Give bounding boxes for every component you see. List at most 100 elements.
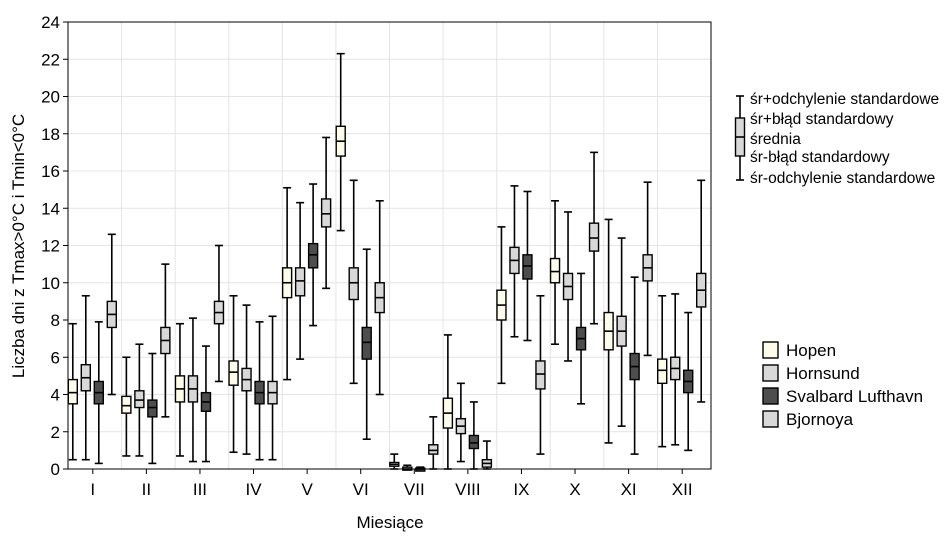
series-legend-swatch (762, 410, 779, 428)
box-bjornoya (267, 315, 278, 461)
box-hopen (335, 52, 346, 232)
y-tick-label: 14 (41, 199, 60, 218)
series-legend-label: Hornsund (786, 364, 860, 383)
se-box (228, 360, 239, 386)
box-svalbard-lufthavn (468, 401, 480, 470)
se-box (657, 358, 668, 385)
series-legend-label: Bjornoya (786, 410, 854, 429)
se-box (294, 267, 306, 297)
box-hornsund (187, 317, 199, 463)
se-box (348, 267, 359, 301)
se-box (535, 360, 546, 390)
box-bjornoya (588, 151, 600, 325)
box-hornsund (80, 294, 91, 461)
box-hornsund (348, 179, 359, 385)
box-hopen (657, 294, 668, 448)
y-tick-label: 12 (41, 237, 60, 256)
se-box (134, 390, 145, 409)
x-tick-label: X (569, 480, 580, 499)
x-tick-label: II (142, 480, 151, 499)
y-tick-label: 16 (41, 162, 60, 181)
box-legend-label: śr-odchylenie standardowe (750, 170, 935, 187)
box-series (67, 52, 707, 472)
x-tick-label: III (193, 480, 207, 499)
box-bjornoya (535, 294, 546, 455)
series-legend-label: Svalbard Lufthavn (786, 387, 923, 406)
box-hornsund (455, 382, 467, 463)
y-tick-label: 20 (41, 88, 60, 107)
box-hornsund (562, 211, 574, 362)
box-svalbard-lufthavn (147, 352, 158, 465)
box-legend-label: śr-błąd standardowy (750, 149, 890, 166)
se-box (361, 326, 372, 360)
box-hopen (496, 226, 507, 385)
y-tick-label: 4 (51, 386, 60, 405)
box-bjornoya (320, 136, 332, 290)
y-tick-label: 22 (41, 50, 60, 69)
x-tick-label: VII (404, 480, 425, 499)
y-tick-label: 6 (51, 348, 60, 367)
y-axis-label: Liczba dni z Tmax>0°C i Tmin<0°C (9, 114, 28, 378)
box-hopen (281, 186, 293, 381)
box-svalbard-lufthavn (200, 345, 212, 463)
se-box (67, 378, 78, 405)
se-box (320, 198, 332, 228)
series-legend-swatch (762, 387, 779, 405)
box-svalbard-lufthavn (683, 311, 694, 452)
box-hornsund (509, 185, 520, 338)
box-bjornoya (481, 440, 493, 470)
box-bjornoya (374, 200, 385, 396)
se-box (549, 257, 561, 284)
box-hornsund (241, 304, 252, 455)
y-tick-label: 8 (51, 311, 60, 330)
x-tick-label: XII (672, 480, 693, 499)
se-box (588, 222, 600, 252)
box-bjornoya (428, 416, 439, 470)
box-hopen (228, 294, 239, 454)
box-svalbard-lufthavn (629, 276, 640, 455)
box-hopen (549, 200, 561, 346)
se-box (121, 395, 132, 414)
box-bjornoya (106, 233, 117, 396)
box-hornsund (670, 293, 681, 446)
box-legend: śr+odchylenie standardowe śr+błąd standar… (734, 91, 939, 187)
box-hopen (603, 218, 614, 444)
se-box (147, 399, 158, 418)
box-svalbard-lufthavn (254, 321, 265, 461)
y-tick-label: 0 (51, 460, 60, 479)
series-legend-swatch (762, 341, 779, 359)
box-hopen (121, 356, 132, 457)
y-tick-label: 2 (51, 423, 60, 442)
x-tick-label: IV (246, 480, 263, 499)
x-tick-label: IX (513, 480, 529, 499)
box-bjornoya (160, 263, 171, 418)
series-legend: Hopen Hornsund Svalbard Lufthavn Bjornoya (762, 341, 923, 429)
x-tick-label: V (301, 480, 313, 499)
x-tick-label: XI (621, 480, 637, 499)
box-svalbard-lufthavn (361, 248, 372, 441)
box-hopen (174, 322, 186, 457)
box-hopen (67, 322, 78, 461)
box-svalbard-lufthavn (93, 321, 104, 465)
se-box (428, 444, 439, 455)
box-legend-label: śr+błąd standardowy (750, 111, 894, 128)
box-hopen (389, 453, 400, 470)
x-axis-label: Miesiące (356, 513, 423, 532)
box-hornsund (134, 343, 145, 457)
box-legend-label: śr+odchylenie standardowe (750, 91, 939, 108)
box-bjornoya (642, 181, 653, 357)
box-hopen (442, 334, 454, 470)
box-svalbard-lufthavn (522, 190, 533, 342)
box-hornsund (294, 201, 306, 360)
y-tick-label: 24 (41, 13, 60, 32)
box-hornsund (616, 237, 627, 427)
x-tick-label: VI (353, 480, 369, 499)
box-bjornoya (213, 244, 225, 383)
box-svalbard-lufthavn (307, 183, 319, 327)
series-legend-swatch (762, 364, 779, 382)
x-tick-label: I (90, 480, 95, 499)
se-box (307, 242, 319, 269)
series-legend-label: Hopen (786, 341, 836, 360)
